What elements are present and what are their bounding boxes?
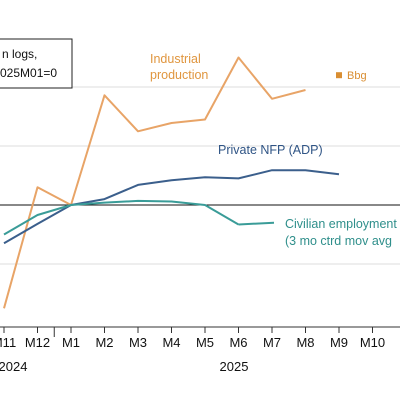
series-line-1 [3,56,306,309]
x-tick-label-m7: M7 [263,335,281,350]
x-tick-label-m6: M6 [229,335,247,350]
x-tick-label-m3: M3 [129,335,147,350]
x-tick-label-m10: M10 [360,335,385,350]
x-tick-label-m1: M1 [62,335,80,350]
x-tick-label-m4: M4 [162,335,180,350]
series-annotations: Industrial production Private NFP (ADP) Civ… [150,52,397,248]
series-label-3-line-2: (3 mo ctrd mov avg [285,234,392,248]
x-tick-label-m9: M9 [330,335,348,350]
series-label-3-line-1: Civilian employment [285,217,397,231]
year-label-2024: 2024 [0,359,27,374]
year-label-2025: 2025 [220,359,249,374]
x-tick-label-m5: M5 [196,335,214,350]
marker-label-1: Bbg [347,70,367,82]
series-line-2 [3,169,340,245]
series-lines [3,56,340,309]
series-label-1-line-2: production [150,68,208,82]
x-tick-label-m12: M12 [25,335,50,350]
series-label-2-line-1: Private NFP (ADP) [218,143,323,157]
series-label-3-connector [238,221,275,226]
marker-1 [336,72,342,79]
series-label-1-line-1: Industrial [150,52,201,66]
x-tick-label-m11: M11 [0,335,16,350]
series-line-3 [3,199,240,236]
x-axis: M11 M12 M1 M2 M3 M4 M5 M6 M7 M8 M9 M10 2024 2025 [0,327,385,374]
x-tick-label-m2: M2 [95,335,113,350]
legend-line-1: n logs, [2,47,37,61]
legend-line-2: 025M01=0 [0,66,57,80]
legend-box: n logs, 025M01=0 [0,38,73,89]
x-tick-label-m8: M8 [296,335,314,350]
